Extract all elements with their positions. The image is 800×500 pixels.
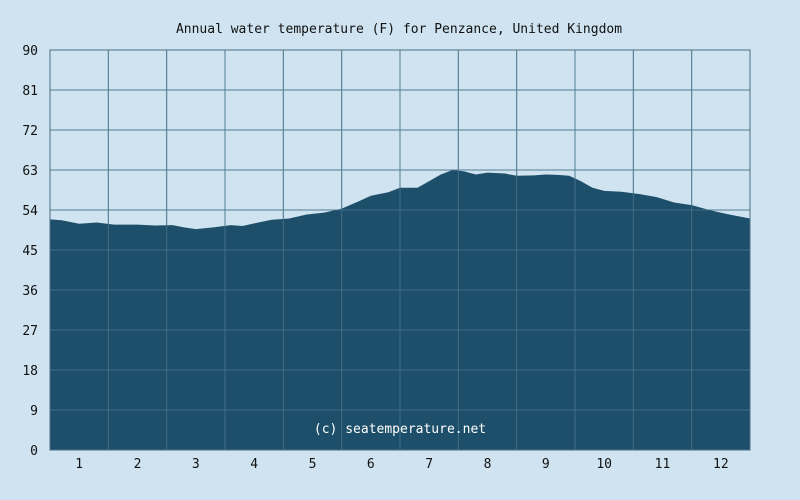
x-tick-label: 6: [367, 457, 375, 472]
x-tick-label: 2: [134, 457, 142, 472]
y-tick-label: 81: [22, 84, 38, 99]
y-axis-ticks: 0 9 18 27 36 45 54 63 72 81 90: [22, 44, 38, 459]
y-tick-label: 54: [22, 204, 38, 219]
y-tick-label: 72: [22, 124, 38, 139]
y-tick-label: 90: [22, 44, 38, 59]
x-tick-label: 1: [75, 457, 83, 472]
y-tick-label: 27: [22, 324, 38, 339]
x-tick-label: 7: [425, 457, 433, 472]
x-tick-label: 12: [713, 457, 729, 472]
y-tick-label: 0: [30, 444, 38, 459]
x-tick-label: 3: [192, 457, 200, 472]
y-tick-label: 45: [22, 244, 38, 259]
y-tick-label: 9: [30, 404, 38, 419]
x-tick-label: 11: [655, 457, 671, 472]
x-tick-label: 5: [309, 457, 317, 472]
x-tick-label: 8: [484, 457, 492, 472]
x-tick-label: 10: [596, 457, 612, 472]
y-tick-label: 63: [22, 164, 38, 179]
chart-title: Annual water temperature (F) for Penzanc…: [176, 22, 622, 37]
y-tick-label: 36: [22, 284, 38, 299]
grid-overlay: [50, 50, 750, 450]
x-tick-label: 9: [542, 457, 550, 472]
plot-frame: [49, 49, 751, 451]
y-tick-label: 18: [22, 364, 38, 379]
x-tick-label: 4: [250, 457, 258, 472]
x-axis-ticks: 1 2 3 4 5 6 7 8 9 10 11 12: [75, 457, 728, 472]
credit-text: (c) seatemperature.net: [314, 422, 486, 437]
